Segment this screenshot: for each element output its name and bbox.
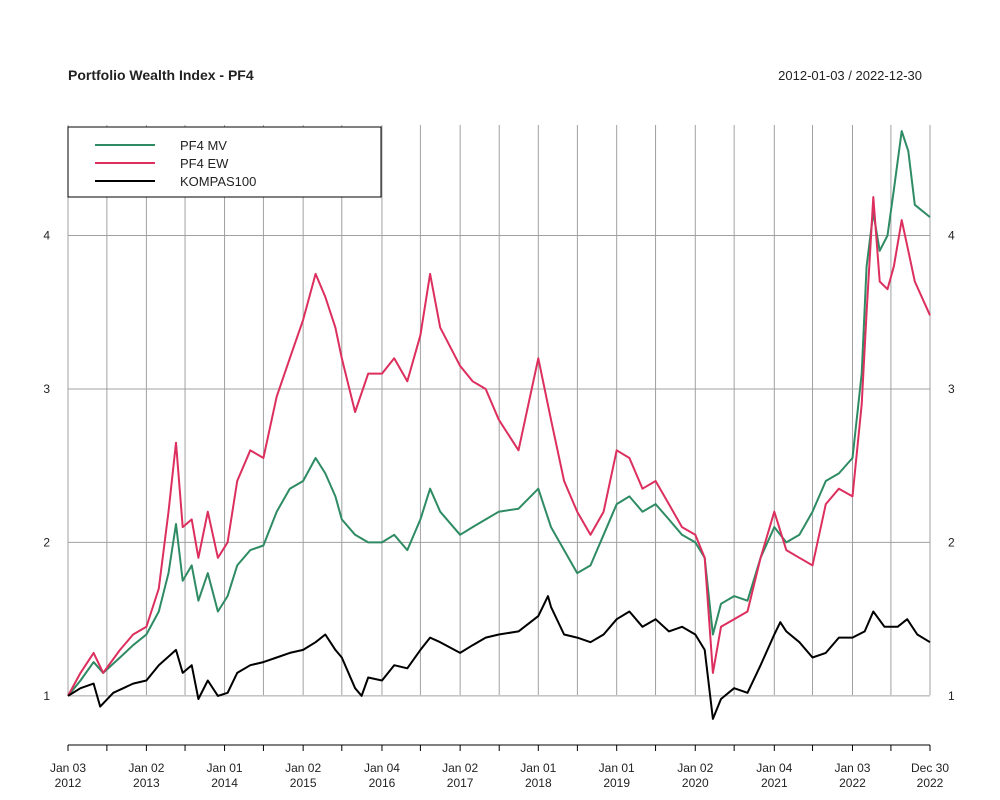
x-tick-label: Jan 02 2020 xyxy=(677,761,713,790)
y-tick-label-left: 2 xyxy=(43,535,50,549)
y-tick-label-left: 1 xyxy=(43,689,50,703)
y-tick-label-left: 3 xyxy=(43,382,50,396)
y-tick-label-right: 3 xyxy=(948,382,955,396)
x-tick-label: Jan 02 2015 xyxy=(285,761,321,790)
x-tick-label: Jan 04 2016 xyxy=(364,761,400,790)
y-tick-label-right: 4 xyxy=(948,228,955,242)
y-tick-label-right: 1 xyxy=(948,689,955,703)
x-tick-label: Jan 03 2022 xyxy=(834,761,870,790)
series-line-kompas100 xyxy=(67,595,931,720)
x-tick-label: Dec 30 2022 xyxy=(911,761,949,790)
legend-label-kompas100: KOMPAS100 xyxy=(180,174,256,189)
x-tick-label: Jan 02 2013 xyxy=(128,761,164,790)
axes: Jan 03 2012 Jan 02 2013 Jan 01 2014 Jan 02 2015… xyxy=(43,228,955,790)
x-tick-label: Jan 03 2012 xyxy=(50,761,86,790)
legend-label-pf4-ew: PF4 EW xyxy=(180,156,229,171)
date-range: 2012-01-03 / 2022-12-30 xyxy=(778,68,922,83)
series-line-pf4-mv xyxy=(67,130,931,697)
x-tick-label: Jan 01 2018 xyxy=(520,761,556,790)
series-line-pf4-ew xyxy=(67,196,931,697)
x-tick-label: Jan 01 2014 xyxy=(207,761,243,790)
x-tick-label: Jan 04 2021 xyxy=(756,761,792,790)
legend-label-pf4-mv: PF4 MV xyxy=(180,138,227,153)
chart-title: Portfolio Wealth Index - PF4 xyxy=(68,67,254,83)
legend: PF4 MV PF4 EW KOMPAS100 xyxy=(67,126,382,198)
series-lines xyxy=(67,130,931,720)
grid-lines xyxy=(67,125,931,697)
x-tick-label: Jan 01 2019 xyxy=(599,761,635,790)
x-tick-label: Jan 02 2017 xyxy=(442,761,478,790)
y-tick-label-left: 4 xyxy=(43,228,50,242)
y-tick-label-right: 2 xyxy=(948,535,955,549)
